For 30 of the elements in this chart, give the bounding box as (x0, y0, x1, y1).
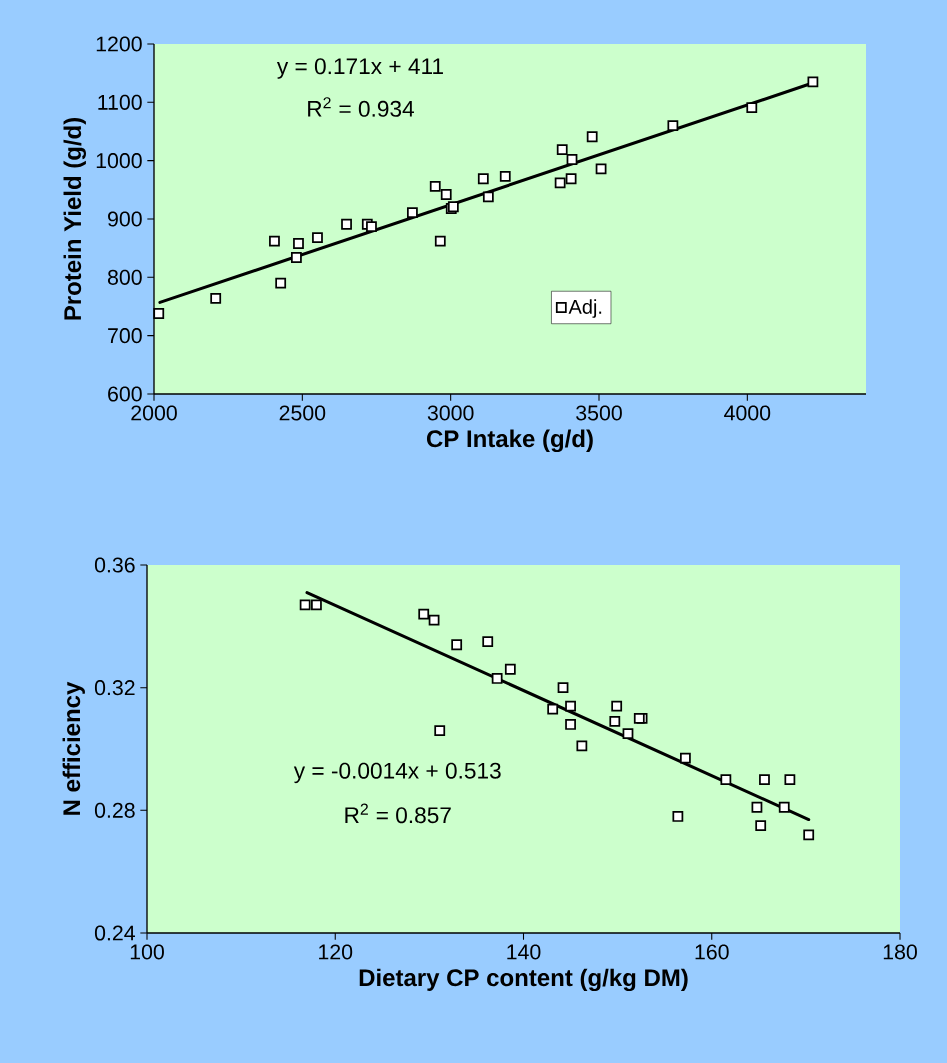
legend-label: Adj. (568, 299, 602, 318)
y-axis-title: N efficiency (62, 681, 85, 815)
y-tick-label: 0.36 (94, 557, 135, 573)
annotation: R$^{2}$ = 0.934 (308, 97, 414, 117)
y-tick-label: 1000 (96, 153, 142, 169)
x-axis-title: Dietary CP content (g/kg DM) (359, 968, 688, 992)
x-tick-label: 180 (883, 944, 917, 960)
y-tick-label: 1200 (96, 36, 142, 52)
x-tick-label: 120 (319, 944, 353, 960)
annotation: R$^{2}$ = 0.857 (345, 803, 451, 824)
x-tick-label: 2000 (131, 405, 177, 421)
y-axis-title: Protein Yield (g/d) (63, 117, 86, 320)
x-tick-label: 3500 (576, 405, 622, 421)
x-axis-title: CP Intake (g/d) (426, 429, 593, 453)
x-tick-label: 160 (695, 944, 729, 960)
annotation: y = -0.0014x + 0.513 (293, 762, 501, 784)
y-tick-label: 0.28 (94, 802, 135, 818)
annotation: y = 0.171x + 411 (276, 58, 443, 79)
x-tick-label: 140 (507, 944, 541, 960)
x-tick-label: 4000 (724, 405, 771, 421)
y-tick-label: 0.32 (94, 680, 135, 696)
y-tick-label: 900 (108, 211, 142, 227)
x-tick-label: 100 (130, 944, 164, 960)
y-tick-label: 600 (108, 386, 142, 402)
y-tick-label: 1100 (98, 94, 142, 110)
x-tick-label: 2500 (279, 405, 326, 421)
y-tick-label: 800 (107, 269, 142, 285)
y-tick-label: 700 (108, 328, 142, 344)
x-tick-label: 3000 (427, 405, 474, 421)
y-tick-label: 0.24 (94, 925, 135, 941)
